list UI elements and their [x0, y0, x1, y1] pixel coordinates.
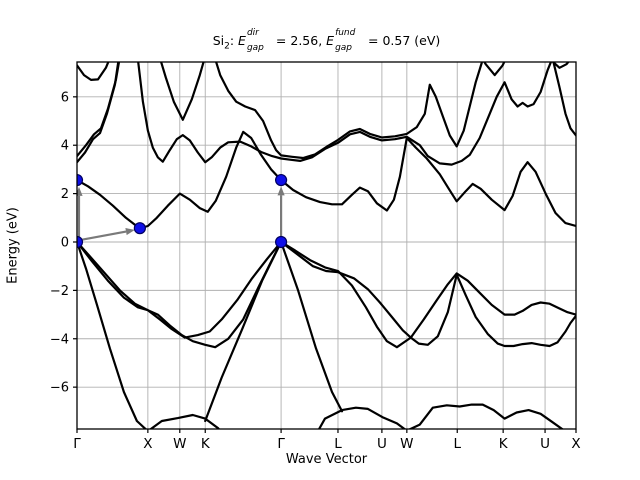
conduction-band-6-line	[483, 62, 506, 77]
title-sup-dir: dir	[246, 28, 259, 38]
transition-arrowhead	[125, 227, 135, 236]
conduction-band-1-line	[77, 130, 576, 230]
plot-frame	[76, 61, 577, 430]
title-sub-gap2: gap	[335, 43, 353, 53]
kpoint-tick-label: U	[377, 436, 387, 452]
kpoint-tick-label: W	[173, 436, 186, 452]
y-tick-label: 6	[61, 90, 69, 105]
conduction-band-7-line	[551, 62, 570, 69]
title-sub-gap1: gap	[246, 43, 264, 53]
y-axis-label: Energy (eV)	[5, 207, 21, 284]
title-element-sub: 2	[224, 41, 230, 52]
band-extremum-marker	[133, 222, 146, 235]
kpoint-tick-label: L	[453, 436, 461, 452]
y-tick-label: 0	[61, 235, 69, 250]
conduction-band-3b-line	[214, 62, 484, 160]
valence-band-1-line	[149, 403, 565, 429]
kpoint-tick-label: K	[499, 436, 509, 452]
transition-arrow	[79, 230, 127, 242]
kpoint-tick-label: U	[540, 436, 550, 452]
transition-arrowhead	[277, 186, 285, 196]
y-tick-label: 2	[61, 187, 69, 202]
valence-band-4-line	[77, 240, 576, 348]
kpoint-tick-label: X	[571, 436, 580, 452]
kpoint-tick-label: Γ	[73, 436, 81, 452]
valence-band-3-line	[77, 240, 576, 349]
kpoint-tick-label: W	[400, 436, 413, 452]
title-e-fund: E	[326, 33, 335, 48]
y-tick-label: −2	[50, 284, 69, 299]
title-dir-value: = 2.56,	[271, 33, 327, 48]
kpoint-tick-label: X	[143, 436, 152, 452]
conduction-band-5-line	[77, 62, 110, 81]
y-tick-label: −4	[50, 332, 69, 347]
kpoint-tick-label: K	[201, 436, 211, 452]
title-sup-fund: fund	[335, 28, 356, 38]
kpoint-tick-label: L	[334, 436, 342, 452]
title-element: Si	[212, 33, 225, 48]
x-axis-label: Wave Vector	[285, 452, 368, 467]
band-extremum-marker	[77, 235, 84, 249]
conduction-band-3a-line	[77, 62, 121, 158]
title-e-dir: E	[238, 33, 246, 48]
kpoint-tick-label: Γ	[277, 436, 285, 452]
y-tick-label: −6	[50, 381, 69, 396]
band-extremum-marker	[274, 235, 288, 249]
y-tick-label: 4	[61, 139, 69, 154]
conduction-band-4-line	[159, 62, 205, 121]
transition-arrowhead	[77, 186, 83, 196]
band-extremum-marker	[77, 173, 84, 187]
title-fund-value: = 0.57 (eV)	[364, 33, 441, 48]
band-extremum-marker	[274, 173, 288, 187]
valence-band-2a-line	[77, 240, 148, 429]
conduction-band-2b-line	[137, 62, 576, 166]
